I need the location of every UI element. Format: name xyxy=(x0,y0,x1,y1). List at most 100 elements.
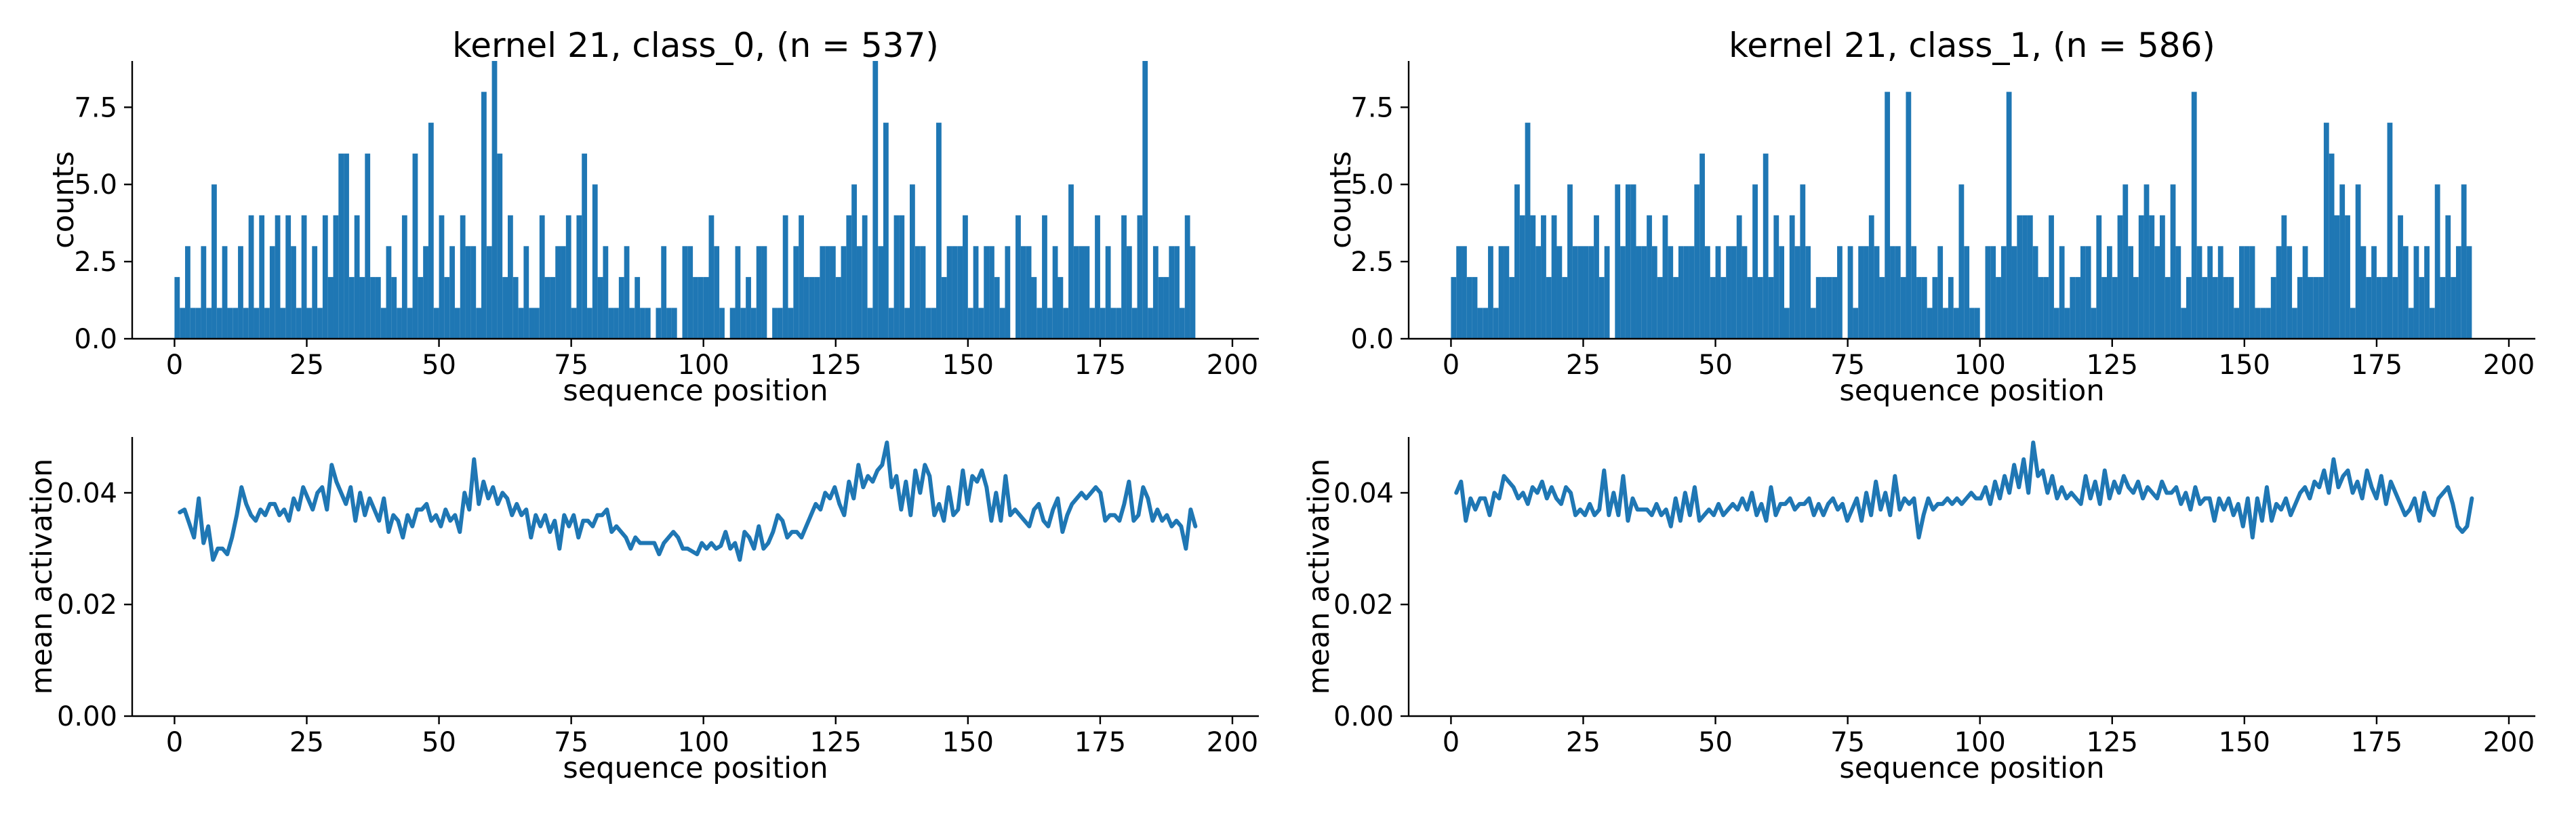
activation-class0-x-tick-label: 125 xyxy=(810,727,862,758)
histogram-class0-bar xyxy=(872,61,879,339)
activation-class0-panel: 0 25 50 75 100 125 150 175 200 0.00 0.02 0.04 seque… xyxy=(25,437,1259,785)
histogram-class1-bar xyxy=(1784,308,1790,339)
histogram-class0-bar xyxy=(883,123,889,339)
histogram-class0-bar xyxy=(529,308,535,339)
histogram-class1-bar xyxy=(2366,276,2372,339)
histogram-class1-bar xyxy=(1821,276,1827,339)
histogram-class1-bar xyxy=(1990,246,1996,339)
histogram-class0-bar xyxy=(825,246,830,339)
histogram-class0-bar xyxy=(275,215,281,339)
histogram-class0-bar xyxy=(1042,215,1047,339)
histogram-class0-bar xyxy=(534,308,540,339)
histogram-class1-bar xyxy=(1726,246,1731,339)
activation-class1-y-label: mean activation xyxy=(1302,459,1336,695)
histogram-class0-bar xyxy=(1089,308,1095,339)
histogram-class0-bar xyxy=(729,308,736,339)
histogram-class0-bar xyxy=(618,276,624,339)
histogram-class1-bar xyxy=(2355,184,2361,339)
histogram-class1-x-tick-label: 150 xyxy=(2219,350,2270,381)
histogram-class1-bar xyxy=(1768,276,1774,339)
histogram-class0-bar xyxy=(428,123,434,339)
histogram-class0-bar xyxy=(259,215,265,339)
histogram-class1-bar xyxy=(2455,246,2461,339)
histogram-class0-bar xyxy=(216,308,222,339)
histogram-class0-bar xyxy=(423,246,428,339)
histogram-class1-x-tick-label: 100 xyxy=(1954,350,2006,381)
histogram-class0-bar xyxy=(750,308,757,339)
histogram-class0-bar xyxy=(201,246,207,339)
histogram-class1-bar xyxy=(2239,246,2245,339)
histogram-class0-bar xyxy=(756,246,762,339)
histogram-class1-bar xyxy=(2149,215,2155,339)
histogram-class0-bar xyxy=(1020,246,1026,339)
histogram-class0-x-tick-label: 150 xyxy=(942,350,994,381)
histogram-class1-bar xyxy=(1773,215,1779,339)
activation-class0-x-tick-label: 175 xyxy=(1074,727,1126,758)
histogram-class0-bar xyxy=(640,308,645,339)
activation-class0-x-tick-label: 200 xyxy=(1207,727,1258,758)
histogram-class1-bar xyxy=(1615,184,1621,339)
histogram-class0-bar xyxy=(439,215,445,339)
histogram-class1-bar xyxy=(1953,308,1959,339)
histogram-class1-bar xyxy=(1514,184,1520,339)
histogram-class0-bar xyxy=(1142,61,1148,339)
histogram-class1-bar xyxy=(1546,276,1552,339)
histogram-class1-bar xyxy=(1757,276,1763,339)
histogram-class1-bars xyxy=(1451,91,2472,339)
histogram-class1-bar xyxy=(1694,184,1700,339)
histogram-class0-bar xyxy=(1005,246,1011,339)
histogram-class1-bar xyxy=(2350,308,2356,339)
histogram-class1-bar xyxy=(2302,246,2308,339)
histogram-class1-bar xyxy=(1752,184,1758,339)
histogram-class0-bar xyxy=(851,184,857,339)
histogram-class1-bar xyxy=(1763,153,1769,339)
histogram-class1-bar xyxy=(2000,246,2007,339)
histogram-class0-x-tick-label: 100 xyxy=(678,350,729,381)
histogram-class0-bar xyxy=(444,276,450,339)
histogram-class0-bar xyxy=(190,308,196,339)
histogram-class0-bar xyxy=(957,246,963,339)
activation-class0-ticks: 0 25 50 75 100 125 150 175 200 0.00 0.02 0.04 xyxy=(57,478,1258,758)
histogram-class1-bar xyxy=(2329,153,2335,339)
histogram-class1-bar xyxy=(1488,246,1493,339)
histogram-class0-bar xyxy=(587,308,592,339)
activation-class1-x-tick-label: 150 xyxy=(2219,727,2270,758)
histogram-class0-bar xyxy=(1152,246,1159,339)
histogram-class0-bar xyxy=(460,215,466,339)
histogram-class1-bar xyxy=(1779,246,1784,339)
histogram-class0-bar xyxy=(830,246,836,339)
histogram-class0-bar xyxy=(613,308,619,339)
histogram-class0-bar xyxy=(1047,308,1053,339)
histogram-class0-bar xyxy=(899,215,905,339)
histogram-class1-bar xyxy=(1937,246,1944,339)
histogram-class0-bar xyxy=(222,246,228,339)
histogram-class0-bar xyxy=(666,308,672,339)
histogram-class1-bar xyxy=(2266,308,2271,339)
histogram-class1-bar xyxy=(1567,184,1573,339)
histogram-class1-bar xyxy=(2196,246,2202,339)
histogram-class0-bar xyxy=(502,276,508,339)
histogram-class0-bar xyxy=(1084,246,1090,339)
histogram-class0-bar xyxy=(285,215,291,339)
histogram-class1-bar xyxy=(2117,215,2123,339)
histogram-class1-bar xyxy=(2318,276,2324,339)
histogram-class0-bar xyxy=(1110,308,1116,339)
histogram-class0-bar xyxy=(354,215,360,339)
activation-class0-x-tick-label: 50 xyxy=(422,727,456,758)
histogram-class1-bar xyxy=(1519,215,1525,339)
histogram-class1-bar xyxy=(1906,91,1912,339)
histogram-class0-bar xyxy=(386,246,392,339)
histogram-class0-bar xyxy=(565,215,571,339)
histogram-class1-bar xyxy=(1466,276,1472,339)
histogram-class0-bar xyxy=(269,246,275,339)
histogram-class1-bar xyxy=(2043,276,2049,339)
histogram-class0-bar xyxy=(1037,308,1043,339)
activation-class1-x-label: sequence position xyxy=(1839,751,2104,785)
activation-class1-ticks: 0 25 50 75 100 125 150 175 200 0.00 0.02 0.04 xyxy=(1333,478,2535,758)
histogram-class1-bar xyxy=(1451,276,1457,339)
histogram-class0-bar xyxy=(920,246,926,339)
histogram-class1-bar xyxy=(1668,246,1674,339)
histogram-class0-panel: kernel 21, class_0, (n = 537) 0 25 50 75 100… xyxy=(47,26,1259,408)
histogram-class0-bar xyxy=(656,308,662,339)
histogram-class1-bar xyxy=(2466,246,2472,339)
